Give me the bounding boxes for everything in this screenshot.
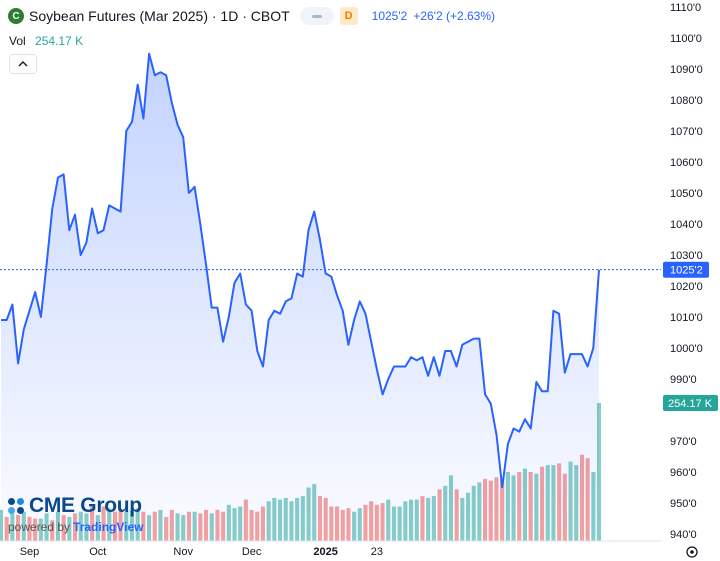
- last-price-badge: [663, 261, 709, 278]
- price-area-fill: [1, 53, 599, 541]
- price-axis-tick: 1070'0: [670, 126, 703, 138]
- time-axis-tick: Oct: [89, 546, 106, 558]
- time-axis-tick: Dec: [242, 546, 262, 558]
- price-axis-tick: 1020'0: [670, 281, 703, 293]
- settings-gear-icon[interactable]: [686, 546, 698, 558]
- price-axis-tick: 1110'0: [670, 2, 701, 14]
- price-axis-tick: 1030'0: [670, 250, 703, 262]
- price-axis-tick: 1060'0: [670, 157, 703, 169]
- price-axis-tick: 1000'0: [670, 343, 703, 355]
- delayed-badge[interactable]: D: [339, 7, 358, 25]
- tradingview-label[interactable]: TradingView: [73, 520, 144, 534]
- price-axis-tick: 990'0: [670, 374, 697, 386]
- price-axis-tick: 1040'0: [670, 219, 703, 231]
- price-axis-tick: 940'0: [670, 529, 697, 541]
- exchange-logo-icon: C: [8, 8, 24, 24]
- time-axis-tick: 23: [371, 546, 383, 558]
- time-axis-tick: 2025: [313, 546, 337, 558]
- time-axis-tick: Sep: [20, 546, 40, 558]
- price-axis-tick: 1080'0: [670, 95, 703, 107]
- market-status-pill[interactable]: [299, 7, 334, 25]
- last-volume-badge-label: 254.17 K: [668, 398, 713, 410]
- volume-legend: Vol 254.17 K: [9, 34, 83, 48]
- powered-by-label: powered by: [8, 520, 71, 534]
- price-axis-tick: 970'0: [670, 436, 697, 448]
- price-axis-tick: 1010'0: [670, 312, 703, 324]
- powered-by: powered by TradingView: [8, 520, 144, 534]
- price-axis-tick: 950'0: [670, 498, 697, 510]
- price-axis-tick: 1100'0: [670, 33, 702, 45]
- price-axis-tick: 960'0: [670, 467, 697, 479]
- price-axis[interactable]: 1110'0 1100'0 1090'0 1080'0 1070'0 1060'0 1050…: [670, 2, 703, 541]
- price-change: +26'2 (+2.63%): [413, 9, 496, 23]
- price-axis-tick: 1090'0: [670, 64, 703, 76]
- cme-logo-text: CME Group: [29, 494, 142, 517]
- chart-header: C Soybean Futures (Mar 2025) · 1D · CBOT…: [8, 7, 495, 25]
- axis-badges: 1025'2 254.17 K: [663, 261, 718, 411]
- time-axis-tick: Nov: [173, 546, 193, 558]
- last-price: 1025'2: [371, 9, 408, 23]
- last-price-badge-label: 1025'2: [670, 265, 703, 277]
- price-axis-tick: 1050'0: [670, 188, 703, 200]
- dash-icon: [311, 14, 322, 18]
- volume-label: Vol: [9, 34, 26, 48]
- chevron-up-icon: [18, 61, 28, 67]
- volume-value: 254.17 K: [35, 34, 84, 48]
- cme-branding: CME Group powered by TradingView: [8, 494, 144, 534]
- collapse-legend-button[interactable]: [9, 54, 37, 74]
- last-volume-badge: [663, 395, 718, 411]
- cme-globe-icon: [8, 497, 25, 515]
- symbol-title[interactable]: Soybean Futures (Mar 2025) · 1D · CBOT: [29, 8, 290, 24]
- price-line: [1, 52, 600, 489]
- time-axis[interactable]: Sep Oct Nov Dec 2025 23: [20, 546, 383, 558]
